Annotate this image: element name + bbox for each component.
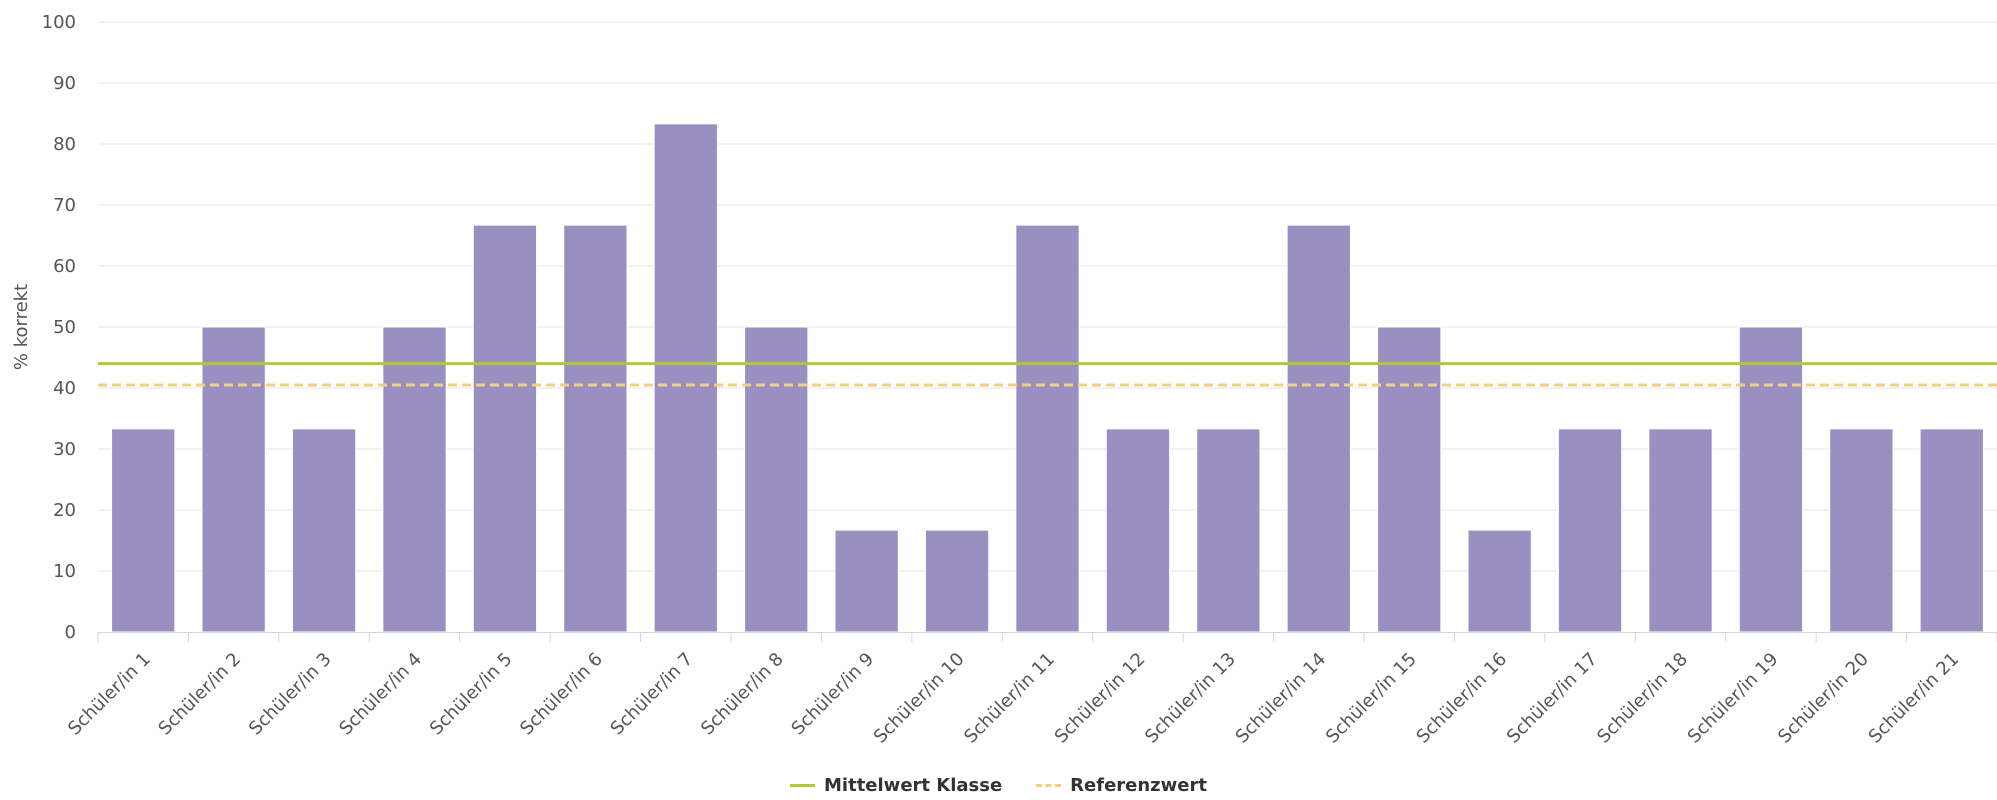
bar[interactable] (1377, 326, 1442, 633)
x-tick-label: Schüler/in 20 (1774, 649, 1873, 748)
bar[interactable] (1286, 224, 1351, 633)
legend-label-mittelwert: Mittelwert Klasse (824, 774, 1003, 796)
x-tick-label: Schüler/in 11 (960, 649, 1059, 748)
bar[interactable] (1105, 428, 1171, 633)
x-tick-label: Schüler/in 2 (154, 649, 245, 740)
reference-lines (98, 362, 1997, 387)
x-tick-label: Schüler/in 15 (1322, 649, 1421, 748)
bar[interactable] (291, 428, 357, 633)
x-tick-label: Schüler/in 6 (516, 649, 607, 740)
bar[interactable] (1738, 326, 1804, 633)
x-tick-label: Schüler/in 1 (64, 649, 155, 740)
legend-label-referenzwert: Referenzwert (1070, 774, 1207, 796)
y-tick-label: 100 (42, 12, 76, 33)
x-tick-label: Schüler/in 8 (697, 649, 788, 740)
x-tick-label: Schüler/in 18 (1593, 649, 1692, 748)
x-axis (97, 632, 1997, 642)
x-tick-label: Schüler/in 14 (1232, 649, 1331, 748)
bar[interactable] (744, 326, 809, 633)
x-tick-label: Schüler/in 10 (870, 649, 969, 748)
x-tick-label: Schüler/in 19 (1684, 649, 1783, 748)
bar[interactable] (382, 326, 447, 633)
legend-item-referenzwert[interactable]: Referenzwert (1036, 775, 1207, 796)
x-tick-label: Schüler/in 13 (1141, 649, 1240, 748)
bars (111, 123, 1984, 633)
legend-line-dashed-icon (1036, 783, 1062, 787)
bar[interactable] (1557, 428, 1623, 633)
x-tick-label: Schüler/in 7 (607, 649, 698, 740)
bar[interactable] (472, 224, 538, 633)
bar[interactable] (1829, 428, 1894, 633)
bar[interactable] (1467, 529, 1532, 633)
y-tick-label: 10 (53, 561, 76, 582)
bar[interactable] (1648, 428, 1713, 633)
y-tick-label: 70 (53, 195, 76, 216)
x-tick-label: Schüler/in 17 (1503, 649, 1602, 748)
x-axis-ticks: Schüler/in 1 Schüler/in 2 Schüler/in 3 Schü… (64, 649, 1963, 748)
y-tick-label: 40 (53, 378, 76, 399)
bar[interactable] (563, 224, 628, 633)
legend-line-solid-icon (790, 783, 816, 787)
x-tick-label: Schüler/in 12 (1051, 649, 1150, 748)
y-axis-ticks: 0 10 20 30 40 50 60 70 80 90 100 (42, 12, 76, 643)
x-tick-label: Schüler/in 4 (335, 649, 426, 740)
bar[interactable] (834, 529, 899, 633)
y-axis-title: % korrekt (11, 284, 32, 370)
y-tick-label: 80 (53, 134, 76, 155)
x-tick-label: Schüler/in 5 (426, 649, 517, 740)
y-tick-label: 0 (65, 622, 76, 643)
bar[interactable] (201, 326, 266, 633)
bar[interactable] (111, 428, 176, 633)
y-tick-label: 90 (53, 73, 76, 94)
legend: Mittelwert Klasse Referenzwert (0, 770, 1997, 800)
x-tick-label: Schüler/in 16 (1412, 649, 1511, 748)
x-tick-label: Schüler/in 3 (245, 649, 336, 740)
y-tick-label: 50 (53, 317, 76, 338)
y-tick-label: 60 (53, 256, 76, 277)
x-tick-label: Schüler/in 9 (787, 649, 878, 740)
bar[interactable] (653, 123, 718, 633)
x-tick-label: Schüler/in 21 (1865, 649, 1964, 748)
y-tick-label: 20 (53, 500, 76, 521)
bar[interactable] (1919, 428, 1984, 633)
bar[interactable] (1196, 428, 1261, 633)
y-tick-label: 30 (53, 439, 76, 460)
bar[interactable] (1015, 224, 1080, 633)
bar[interactable] (924, 529, 990, 633)
legend-item-mittelwert[interactable]: Mittelwert Klasse (790, 775, 1002, 796)
